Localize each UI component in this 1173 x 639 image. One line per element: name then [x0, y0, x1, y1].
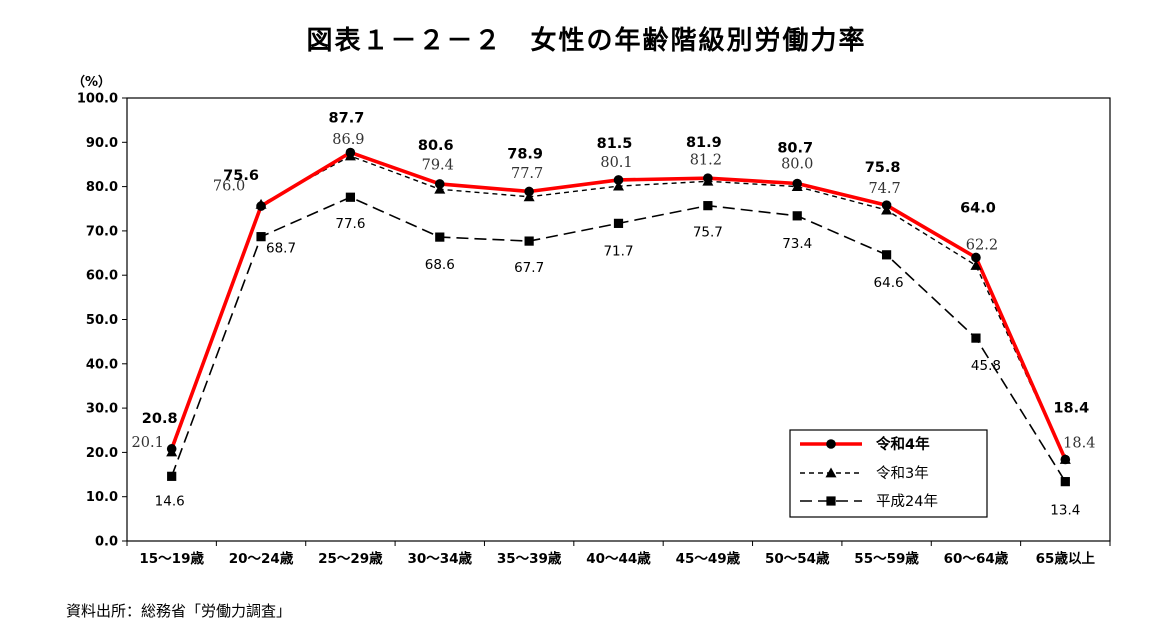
- y-tick-label: 100.0: [77, 92, 118, 107]
- marker-circle: [703, 173, 713, 183]
- data-label: 80.1: [600, 155, 632, 171]
- data-label: 75.6: [223, 168, 259, 184]
- marker-circle: [434, 179, 445, 189]
- marker-square: [613, 218, 624, 228]
- marker-triangle: [970, 259, 982, 270]
- data-label: 81.5: [597, 136, 633, 152]
- y-tick-label: 80.0: [86, 180, 118, 195]
- data-label: 81.2: [690, 152, 722, 168]
- marker-circle: [826, 439, 836, 449]
- data-label: 75.8: [865, 160, 901, 176]
- data-label: 87.7: [329, 110, 365, 126]
- source-note: 資料出所：総務省「労働力調査」: [66, 602, 292, 620]
- x-tick-label: 30～34歳: [407, 550, 472, 567]
- series-markers: [166, 147, 1071, 487]
- chart-title: 図表１－２－２ 女性の年齢階級別労働力率: [306, 26, 867, 56]
- data-label: 13.4: [1050, 503, 1080, 519]
- data-label: 14.6: [155, 493, 185, 509]
- y-tick-label: 0.0: [95, 535, 118, 550]
- data-label: 20.1: [132, 435, 164, 451]
- x-tick-label: 50～54歳: [765, 550, 830, 567]
- x-tick-label: 40～44歳: [586, 550, 651, 567]
- x-tick-label: 45～49歳: [676, 550, 741, 567]
- data-label: 79.4: [422, 157, 454, 173]
- marker-square: [524, 236, 534, 246]
- x-axis: 15～19歳 20～24歳 25～29歳 30～34歳 35～39歳 40～44歳 45～4…: [126, 541, 1111, 567]
- data-label: 18.4: [1063, 435, 1095, 451]
- marker-square: [167, 471, 177, 481]
- marker-circle: [345, 147, 356, 158]
- y-tick-label: 20.0: [86, 446, 118, 461]
- marker-circle: [613, 175, 624, 185]
- x-tick-label: 55～59歳: [854, 550, 919, 567]
- y-tick-label: 50.0: [86, 313, 118, 328]
- marker-square: [435, 232, 445, 242]
- data-label: 68.7: [266, 241, 296, 257]
- marker-square: [971, 333, 981, 343]
- data-label: 20.8: [142, 411, 178, 427]
- marker-square: [1060, 477, 1070, 487]
- marker-circle: [971, 252, 981, 263]
- data-label: 77.6: [335, 216, 365, 232]
- x-tick-label: 65歳以上: [1036, 550, 1096, 567]
- y-axis: 0.0 10.0 20.0 30.0 40.0 50.0 60.0 70.0 80.0 90.0 1…: [77, 92, 127, 550]
- legend-label: 令和4年: [876, 435, 930, 453]
- data-label: 45.8: [971, 358, 1001, 374]
- data-label: 80.6: [418, 138, 454, 154]
- y-axis-label: （%）: [72, 74, 111, 90]
- y-tick-label: 30.0: [86, 402, 118, 417]
- marker-circle: [1060, 454, 1071, 465]
- data-label: 77.7: [511, 166, 543, 182]
- y-tick-label: 10.0: [86, 490, 118, 505]
- data-label: 80.0: [781, 157, 813, 173]
- data-label: 62.2: [966, 237, 998, 253]
- data-label: 76.0: [213, 178, 245, 194]
- data-label: 68.6: [425, 257, 455, 273]
- y-tick-label: 70.0: [86, 224, 118, 239]
- data-label: 71.7: [603, 243, 633, 259]
- data-label: 73.4: [782, 236, 812, 252]
- marker-circle: [166, 444, 177, 454]
- marker-square: [256, 232, 266, 242]
- marker-square: [703, 201, 713, 211]
- data-label: 67.7: [514, 260, 544, 276]
- data-labels: 20.8 75.6 87.7 80.6 78.9 81.5 81.9 80.7 75.8 64.0…: [132, 110, 1096, 518]
- y-tick-label: 60.0: [86, 269, 118, 284]
- data-label: 86.9: [332, 132, 364, 148]
- marker-triangle: [613, 180, 624, 191]
- data-label: 80.7: [777, 140, 813, 156]
- legend-label: 平成24年: [876, 493, 938, 510]
- marker-circle: [881, 200, 892, 211]
- data-label: 74.7: [868, 181, 900, 197]
- marker-square: [881, 250, 892, 260]
- marker-circle: [524, 186, 534, 197]
- x-tick-label: 35～39歳: [497, 550, 562, 567]
- x-tick-label: 15～19歳: [139, 550, 204, 567]
- x-tick-label: 20～24歳: [229, 550, 294, 567]
- marker-triangle: [825, 467, 837, 478]
- data-label: 81.9: [686, 135, 722, 151]
- data-label: 18.4: [1053, 400, 1089, 416]
- marker-circle: [256, 201, 266, 211]
- line-chart: 0.0 10.0 20.0 30.0 40.0 50.0 60.0 70.0 80.0 90.0 1…: [72, 74, 1111, 567]
- x-tick-label: 60～64歳: [944, 550, 1009, 567]
- marker-circle: [792, 178, 803, 189]
- data-label: 64.6: [874, 275, 904, 291]
- x-tick-label: 25～29歳: [318, 550, 383, 567]
- data-label: 64.0: [960, 200, 996, 216]
- data-label: 78.9: [507, 146, 543, 162]
- y-tick-label: 40.0: [86, 357, 118, 372]
- legend-label: 令和3年: [876, 465, 929, 482]
- marker-square: [345, 192, 356, 202]
- marker-square: [826, 496, 836, 506]
- marker-square: [792, 211, 802, 221]
- data-label: 75.7: [693, 225, 723, 241]
- y-tick-label: 90.0: [86, 136, 118, 151]
